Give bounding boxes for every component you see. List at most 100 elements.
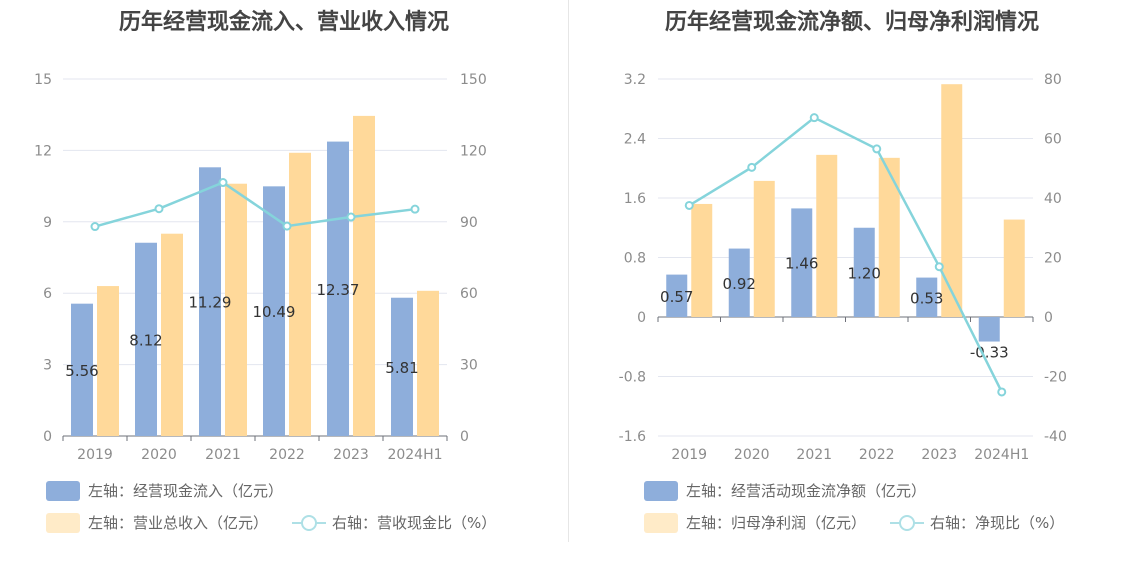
left-axis-tick-label: 6 (43, 286, 52, 302)
legend-swatch (644, 512, 678, 533)
left-axis-tick-label: 3 (43, 358, 52, 374)
left-axis-tick-label: 0 (43, 429, 52, 445)
x-axis-category-label: 2020 (141, 447, 177, 463)
legend-item-cash-inflow[interactable]: 左轴：经营现金流入（亿元） (46, 480, 283, 501)
legend-swatch (46, 480, 80, 501)
bar-secondary (816, 154, 838, 317)
x-axis-category-label: 2022 (269, 447, 305, 463)
bar-primary (791, 208, 813, 317)
bar-primary (327, 141, 349, 436)
bar-value-label: 0.53 (910, 289, 943, 307)
ratio-line-point (154, 204, 164, 214)
legend-swatch (46, 512, 80, 533)
bar-secondary (417, 290, 439, 436)
chart-panel-net-cash-flow: 历年经营现金流净额、归母净利润情况 -1.6 -0.8 0 0.8 1.6 2.4 3.2-… (570, 0, 1134, 560)
x-axis-category-label: 2024H1 (974, 447, 1029, 463)
x-axis-category-label: 2023 (921, 447, 957, 463)
bar-primary (263, 186, 285, 436)
bar-value-label: 5.56 (65, 362, 98, 380)
legend-item-net-profit[interactable]: 左轴：归母净利润（亿元） (644, 512, 866, 533)
bar-secondary (161, 233, 183, 436)
bar-primary (135, 242, 157, 436)
bar-value-label: -0.33 (970, 344, 1009, 362)
legend-item-revenue[interactable]: 左轴：营业总收入（亿元） (46, 512, 268, 533)
x-axis-category-label: 2020 (734, 447, 770, 463)
bar-secondary (1003, 219, 1025, 317)
ratio-line-point (218, 178, 228, 188)
x-axis-category-label: 2023 (333, 447, 369, 463)
bar-value-label: 5.81 (385, 359, 418, 377)
bar-primary (728, 248, 750, 317)
ratio-line-point (346, 212, 356, 222)
left-axis-tick-label: 1.6 (624, 191, 646, 207)
panel-divider (568, 0, 569, 542)
right-axis-tick-label: 120 (460, 143, 487, 159)
legend-label: 左轴：营业总收入（亿元） (88, 514, 269, 532)
bar-value-label: 10.49 (253, 303, 296, 321)
ratio-line (688, 116, 1003, 393)
bar-secondary (753, 180, 775, 317)
bar-value-label: 12.37 (317, 281, 360, 299)
bar-value-label: 1.20 (848, 264, 881, 282)
bar-secondary (225, 183, 247, 436)
right-axis-tick-label: 20 (1044, 251, 1062, 267)
right-axis-tick-label: -40 (1044, 429, 1067, 445)
ratio-line-point (872, 144, 882, 154)
left-axis-tick-label: 0 (637, 310, 646, 326)
bar-secondary (97, 286, 119, 436)
right-axis-tick-label: 0 (460, 429, 469, 445)
bar-primary (978, 317, 1000, 342)
ratio-line-point (747, 162, 757, 172)
right-axis-tick-label: 90 (460, 215, 478, 231)
bar-secondary (941, 84, 963, 317)
bar-value-label: 8.12 (129, 331, 162, 349)
x-axis-category-label: 2021 (796, 447, 832, 463)
legend-line-marker (292, 513, 327, 533)
legend-item-cash-ratio[interactable]: 右轴：营收现金比（%） (292, 512, 496, 533)
right-axis-tick-label: 80 (1044, 72, 1062, 88)
legend-label: 右轴：净现比（%） (930, 514, 1065, 532)
right-axis-tick-label: 40 (1044, 191, 1062, 207)
legend-label: 左轴：归母净利润（亿元） (686, 514, 867, 532)
x-axis-category-label: 2021 (205, 447, 241, 463)
legend-item-net-cash-ratio[interactable]: 右轴：净现比（%） (890, 512, 1064, 533)
x-axis-category-label: 2024H1 (387, 447, 442, 463)
ratio-line-point (809, 113, 819, 123)
chart-title: 历年经营现金流入、营业收入情况 (118, 10, 449, 35)
ratio-line-point (997, 387, 1007, 397)
legend-label: 左轴：经营活动现金流净额（亿元） (686, 482, 927, 500)
legend-label: 右轴：营收现金比（%） (332, 514, 497, 532)
bar-primary (71, 303, 93, 436)
legend-item-net-cash-flow[interactable]: 左轴：经营活动现金流净额（亿元） (644, 480, 926, 501)
bar-secondary (353, 115, 375, 436)
left-axis-tick-label: 0.8 (624, 251, 646, 267)
x-axis-category-label: 2019 (77, 447, 113, 463)
bar-primary (391, 297, 413, 436)
ratio-line-point (410, 204, 420, 214)
left-axis-tick-label: 12 (34, 143, 52, 159)
right-axis-tick-label: -20 (1044, 370, 1067, 386)
chart-plot-area: -1.6 -0.8 0 0.8 1.6 2.4 3.2 -40 -20 0 20 40 60 80 2019… (619, 72, 1067, 463)
legend-label: 左轴：经营现金流入（亿元） (88, 482, 284, 500)
bar-secondary (289, 152, 311, 436)
bar-primary (199, 167, 221, 436)
right-axis-tick-label: 150 (460, 72, 487, 88)
legend-line-marker (890, 513, 925, 533)
left-axis-tick-label: 9 (43, 215, 52, 231)
chart-panel-cash-inflow: 历年经营现金流入、营业收入情况 0 3 6 9 12 15 0 30 60 90 120 150 201… (0, 0, 568, 560)
bar-value-label: 0.92 (723, 275, 756, 293)
left-axis-tick-label: -0.8 (619, 370, 646, 386)
bar-secondary (691, 203, 713, 317)
ratio-line-point (90, 222, 100, 232)
right-axis-tick-label: 60 (1044, 132, 1062, 148)
bar-value-label: 1.46 (785, 255, 818, 273)
legend-swatch (644, 480, 678, 501)
left-axis-tick-label: -1.6 (619, 429, 646, 445)
ratio-line (94, 181, 416, 228)
x-axis-category-label: 2019 (671, 447, 707, 463)
left-axis-tick-label: 2.4 (624, 132, 646, 148)
right-axis-tick-label: 60 (460, 286, 478, 302)
bar-primary (666, 274, 688, 317)
ratio-line-point (282, 221, 292, 231)
